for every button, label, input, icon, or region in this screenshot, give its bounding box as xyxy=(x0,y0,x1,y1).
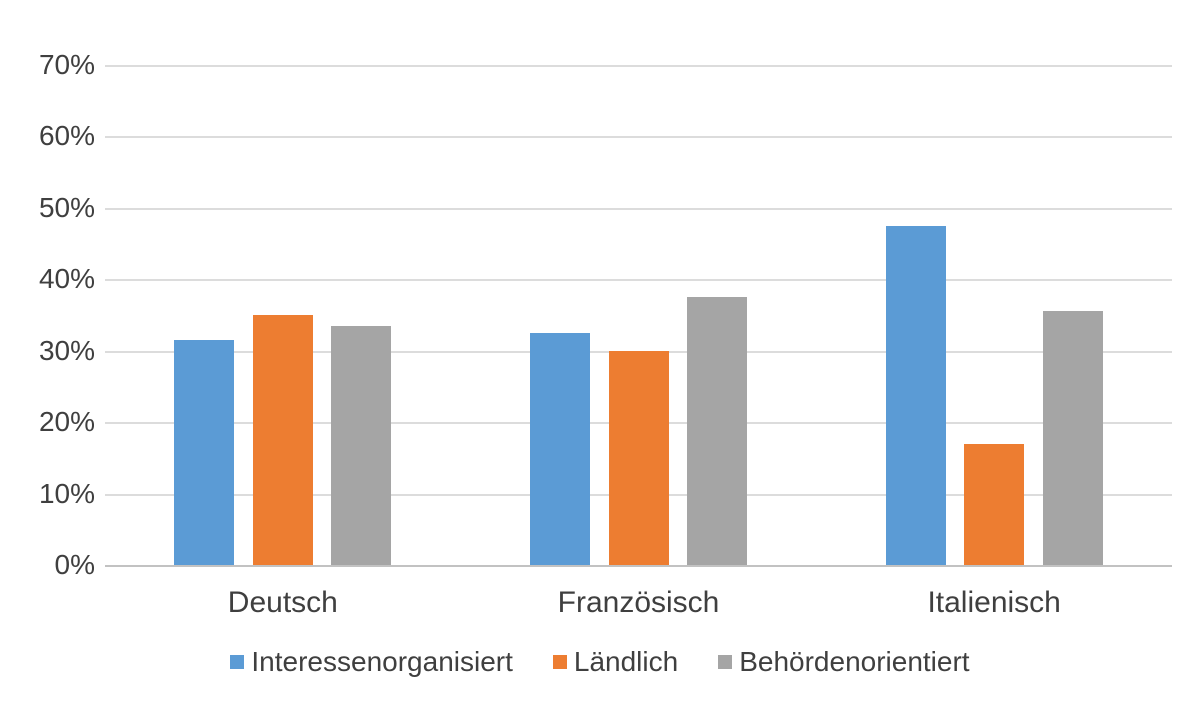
x-category-label-deutsch: Deutsch xyxy=(227,586,338,619)
legend-swatch-icon xyxy=(552,655,567,669)
bar-italienisch-landlich xyxy=(964,443,1025,565)
bar-italienisch-interessenorganisiert xyxy=(885,225,946,565)
y-tick-label: 30% xyxy=(38,334,95,366)
gridline xyxy=(105,136,1172,139)
legend-label: Interessenorganisiert xyxy=(251,646,513,677)
bar-franzosisch-interessenorganisiert xyxy=(530,332,590,565)
y-tick-label: 40% xyxy=(38,263,95,295)
legend-item-interessenorganisiert: Interessenorganisiert xyxy=(230,646,513,678)
bar-franzosisch-behordenorientiert xyxy=(687,297,747,565)
legend-label: Ländlich xyxy=(573,646,679,677)
y-tick-label: 50% xyxy=(38,191,95,223)
legend-item-landlich: Ländlich xyxy=(552,646,679,678)
y-tick-label: 0% xyxy=(54,549,95,580)
bar-deutsch-interessenorganisiert xyxy=(174,340,235,565)
bar-deutsch-behordenorientiert xyxy=(331,325,392,565)
bar-franzosisch-landlich xyxy=(608,350,669,565)
x-category-label-italienisch: Italienisch xyxy=(927,586,1061,619)
y-tick-label: 60% xyxy=(38,120,95,152)
legend-item-behordenorientiert: Behördenorientiert xyxy=(718,646,970,678)
legend: Interessenorganisiert Ländlich Behördenori… xyxy=(0,646,1200,678)
legend-swatch-icon xyxy=(718,655,733,669)
legend-label: Behördenorientiert xyxy=(739,646,970,677)
y-tick-label: 70% xyxy=(38,49,95,80)
y-tick-label: 20% xyxy=(38,406,95,438)
bar-deutsch-landlich xyxy=(252,315,313,565)
gridline xyxy=(105,207,1172,210)
x-axis-line xyxy=(105,565,1172,567)
gridline xyxy=(105,65,1172,67)
x-category-label-franzosisch: Französisch xyxy=(557,586,720,619)
gridline xyxy=(105,279,1172,282)
bar-italienisch-behordenorientiert xyxy=(1042,311,1103,565)
plot-area xyxy=(105,65,1172,567)
legend-swatch-icon xyxy=(230,655,245,669)
y-tick-label: 10% xyxy=(38,477,95,509)
